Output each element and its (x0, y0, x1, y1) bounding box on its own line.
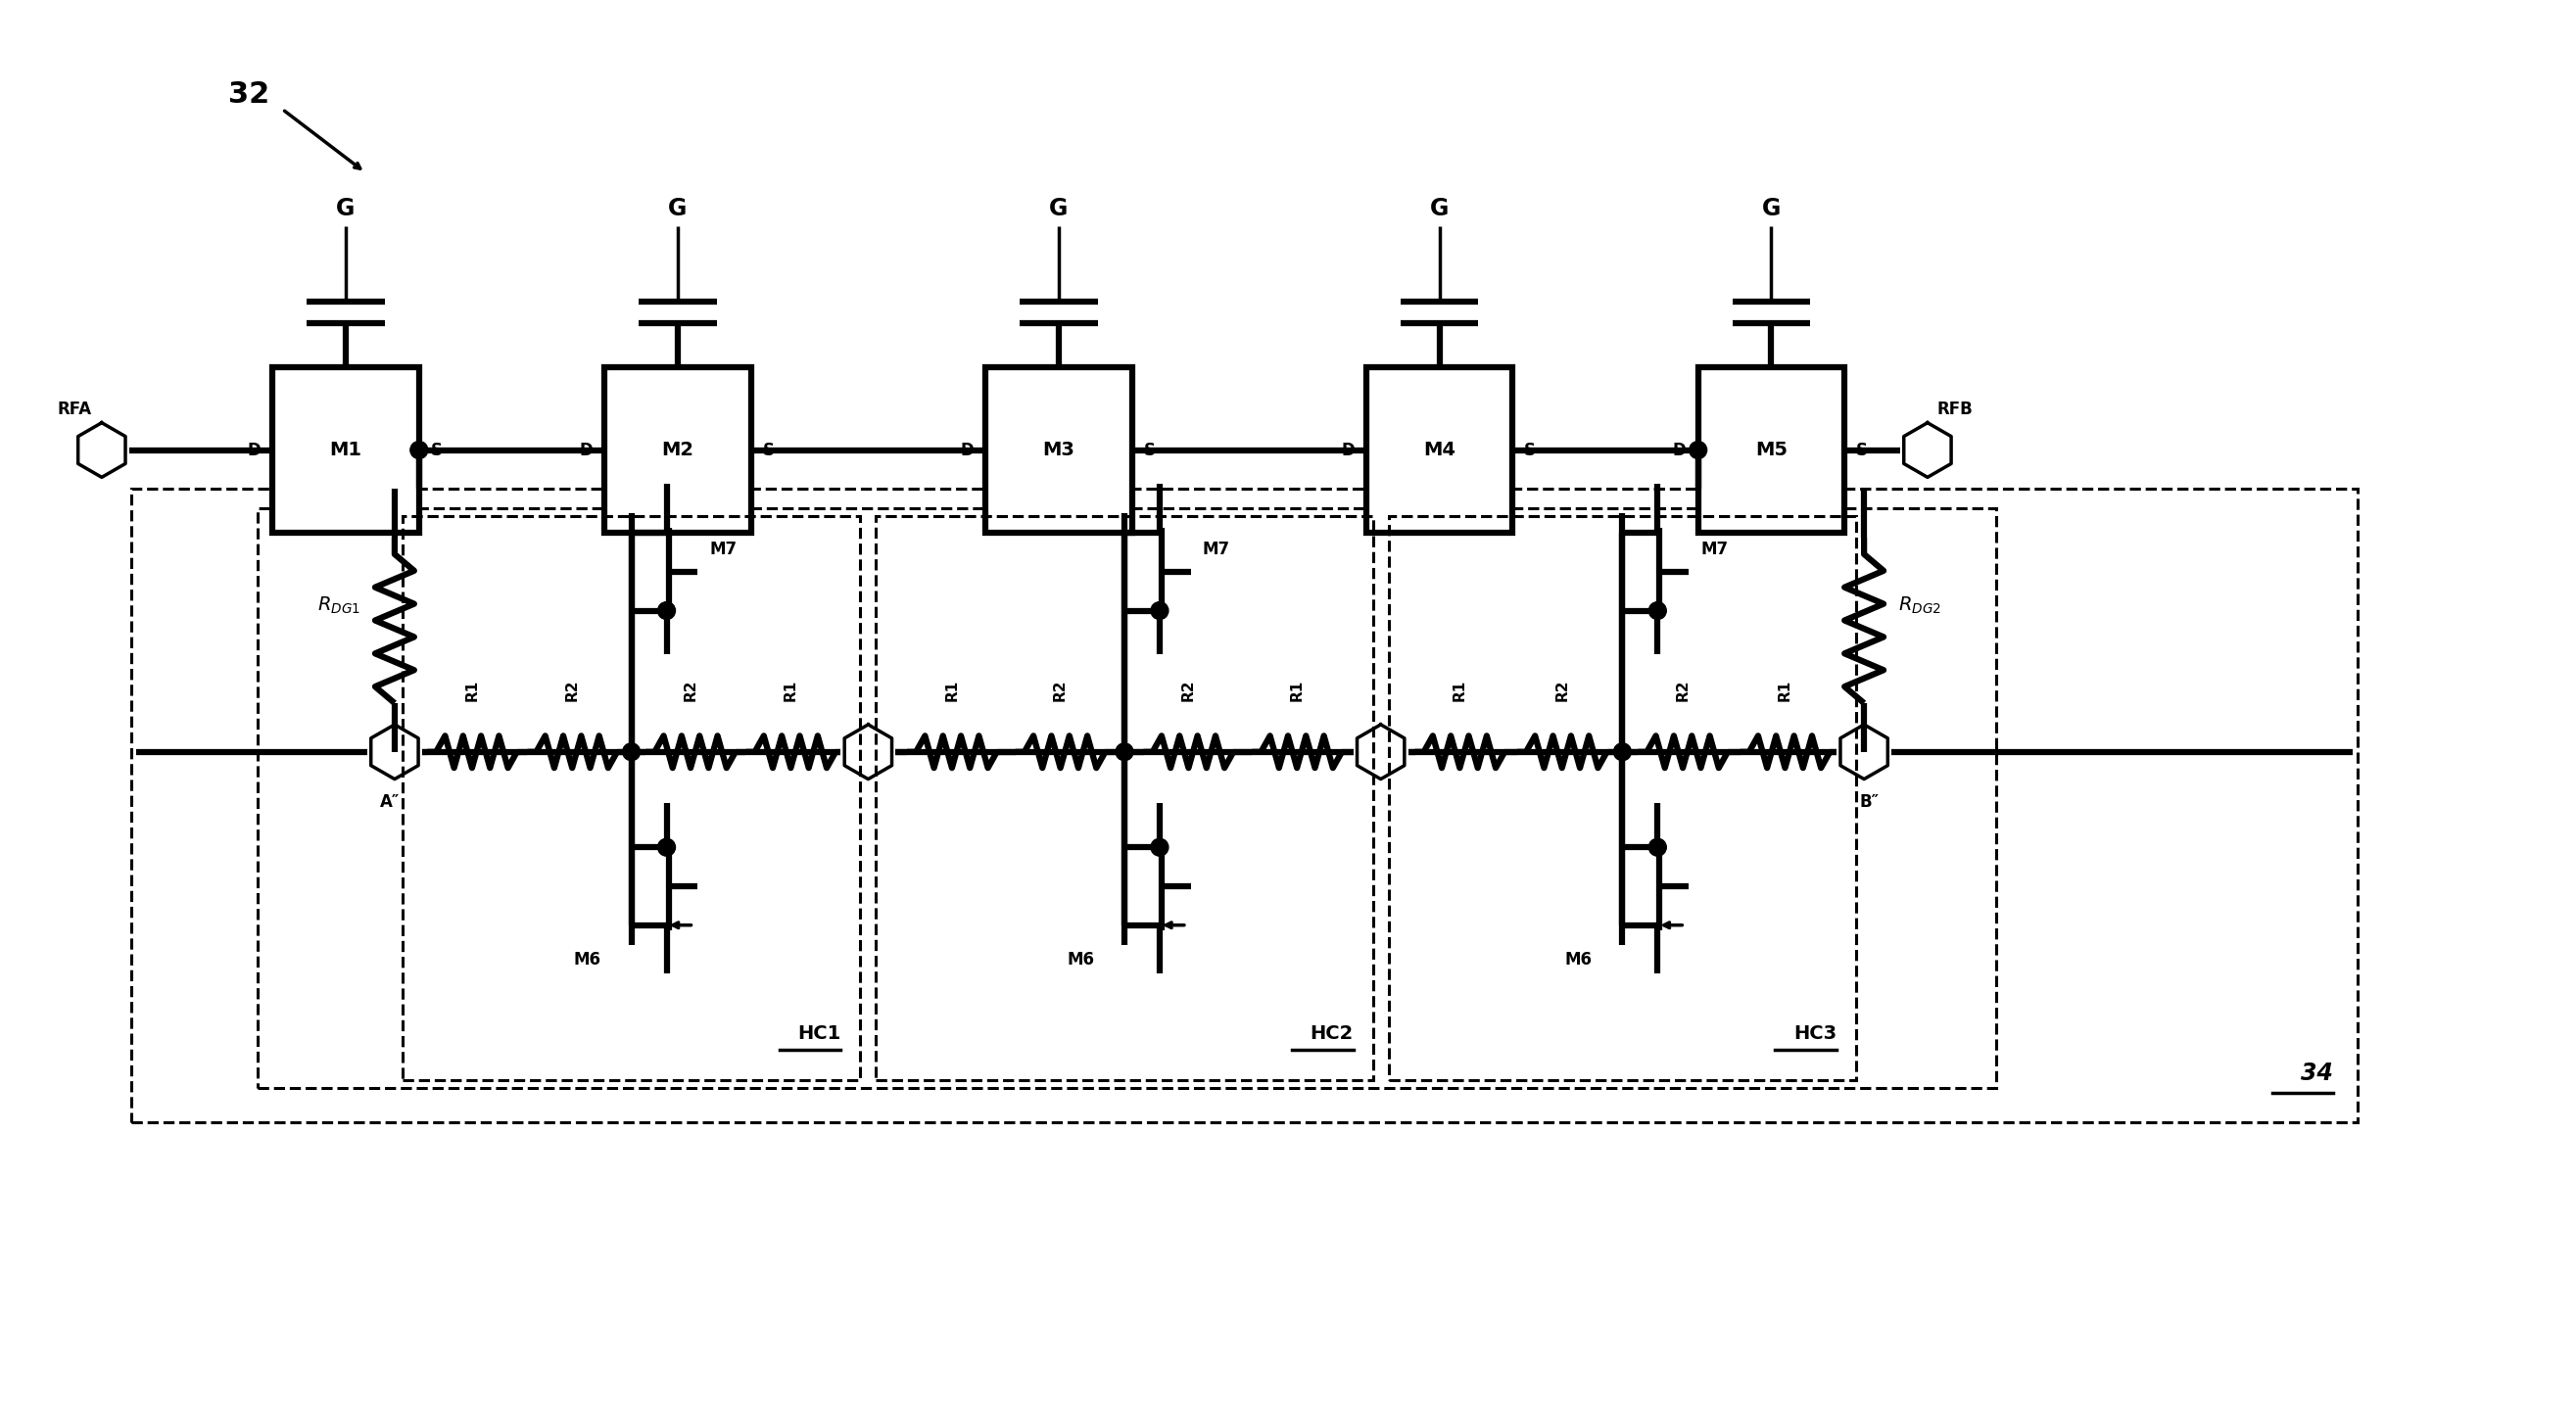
Text: M6: M6 (1066, 950, 1095, 968)
Text: M7: M7 (1203, 542, 1231, 559)
Text: HC3: HC3 (1793, 1024, 1837, 1044)
Text: S: S (1525, 441, 1535, 459)
Text: D: D (247, 441, 260, 459)
Text: G: G (1762, 197, 1780, 220)
Text: M6: M6 (574, 950, 600, 968)
Text: M3: M3 (1043, 441, 1074, 459)
Circle shape (1613, 743, 1631, 760)
Text: R1: R1 (464, 679, 479, 702)
Text: A″: A″ (379, 793, 399, 810)
Circle shape (1649, 838, 1667, 856)
Text: R2: R2 (1054, 679, 1066, 702)
Bar (1388, 516, 1857, 1081)
Text: M7: M7 (1700, 542, 1728, 559)
Text: D: D (961, 441, 974, 459)
Text: R2: R2 (564, 679, 580, 702)
Text: G: G (1430, 197, 1448, 220)
Text: M6: M6 (1564, 950, 1592, 968)
Text: HC2: HC2 (1311, 1024, 1352, 1044)
Bar (1365, 367, 1512, 533)
Text: R1: R1 (1453, 679, 1468, 702)
Text: RFA: RFA (57, 400, 93, 418)
Circle shape (1115, 743, 1133, 760)
Text: D: D (580, 441, 592, 459)
Text: R2: R2 (1182, 679, 1195, 702)
Text: R2: R2 (683, 679, 698, 702)
Text: G: G (667, 197, 688, 220)
Text: RFB: RFB (1937, 400, 1973, 418)
Text: M4: M4 (1422, 441, 1455, 459)
Bar (273, 367, 420, 533)
Text: M7: M7 (708, 542, 737, 559)
Text: D: D (1672, 441, 1687, 459)
Text: M1: M1 (330, 441, 363, 459)
Circle shape (1690, 441, 1708, 459)
Bar (876, 516, 1373, 1081)
Text: HC1: HC1 (799, 1024, 840, 1044)
Text: R1: R1 (1291, 679, 1303, 702)
Text: R1: R1 (945, 679, 958, 702)
Circle shape (1151, 601, 1170, 620)
Text: R2: R2 (1674, 679, 1690, 702)
Bar (131, 489, 2357, 1122)
Circle shape (1151, 838, 1170, 856)
Text: B″: B″ (1860, 793, 1878, 810)
Text: 32: 32 (229, 81, 270, 109)
Circle shape (657, 601, 675, 620)
Bar (1698, 367, 1844, 533)
Text: G: G (337, 197, 355, 220)
Text: S: S (762, 441, 775, 459)
Circle shape (410, 441, 428, 459)
Text: R1: R1 (783, 679, 799, 702)
Text: $R_{DG2}$: $R_{DG2}$ (1899, 596, 1942, 617)
Text: $R_{DG1}$: $R_{DG1}$ (317, 596, 361, 617)
Text: R2: R2 (1556, 679, 1569, 702)
Text: M2: M2 (662, 441, 693, 459)
Circle shape (623, 743, 641, 760)
Text: S: S (430, 441, 443, 459)
Text: R1: R1 (1777, 679, 1793, 702)
Text: D: D (1342, 441, 1355, 459)
Bar (987, 367, 1131, 533)
Text: G: G (1048, 197, 1069, 220)
Text: S: S (1857, 441, 1868, 459)
Bar (605, 367, 752, 533)
Text: M5: M5 (1754, 441, 1788, 459)
Circle shape (1649, 601, 1667, 620)
Text: S: S (1144, 441, 1154, 459)
Text: 34: 34 (2300, 1061, 2334, 1085)
Circle shape (657, 838, 675, 856)
Bar (258, 509, 1996, 1088)
Bar (402, 516, 860, 1081)
